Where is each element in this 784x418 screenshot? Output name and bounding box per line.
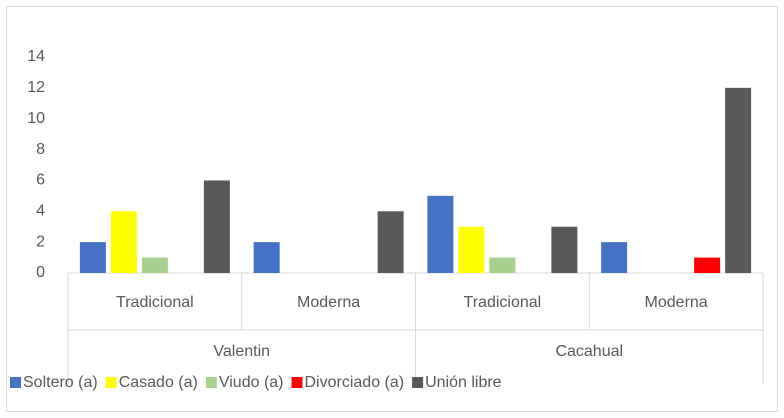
group-label: Cacahual — [555, 343, 623, 360]
bar — [489, 257, 516, 273]
bar — [377, 211, 404, 273]
bar — [79, 242, 106, 273]
x-tick-label: Moderna — [645, 294, 708, 311]
legend-label: Viudo (a) — [219, 374, 284, 391]
legend-label: Soltero (a) — [23, 374, 98, 391]
x-tick-label: Moderna — [297, 294, 360, 311]
chart-border — [6, 6, 778, 412]
legend-swatch — [291, 377, 303, 388]
y-tick-label: 12 — [27, 79, 45, 96]
bar — [725, 87, 752, 273]
legend-swatch — [10, 377, 21, 388]
bar — [551, 226, 578, 273]
bar — [601, 242, 628, 273]
x-tick-label: Tradicional — [464, 294, 542, 311]
y-tick-label: 10 — [27, 110, 45, 127]
bar — [110, 211, 137, 273]
legend-swatch — [105, 377, 117, 388]
bar — [458, 226, 485, 273]
y-tick-label: 6 — [36, 172, 45, 189]
legend-swatch — [205, 377, 217, 388]
y-tick-label: 0 — [36, 264, 45, 281]
legend-label: Divorciado (a) — [305, 374, 405, 391]
bar — [141, 257, 168, 273]
bar — [694, 257, 721, 273]
bar — [253, 242, 280, 273]
bar — [203, 180, 230, 273]
legend-swatch — [412, 377, 424, 388]
x-tick-label: Tradicional — [116, 294, 194, 311]
legend-label: Casado (a) — [119, 374, 198, 391]
bar — [427, 195, 454, 273]
y-tick-label: 4 — [36, 203, 45, 220]
legend-label: Unión libre — [425, 374, 502, 391]
group-label: Valentin — [213, 343, 270, 360]
y-tick-label: 8 — [36, 141, 45, 158]
y-tick-label: 14 — [27, 48, 45, 65]
y-tick-label: 2 — [36, 233, 45, 250]
